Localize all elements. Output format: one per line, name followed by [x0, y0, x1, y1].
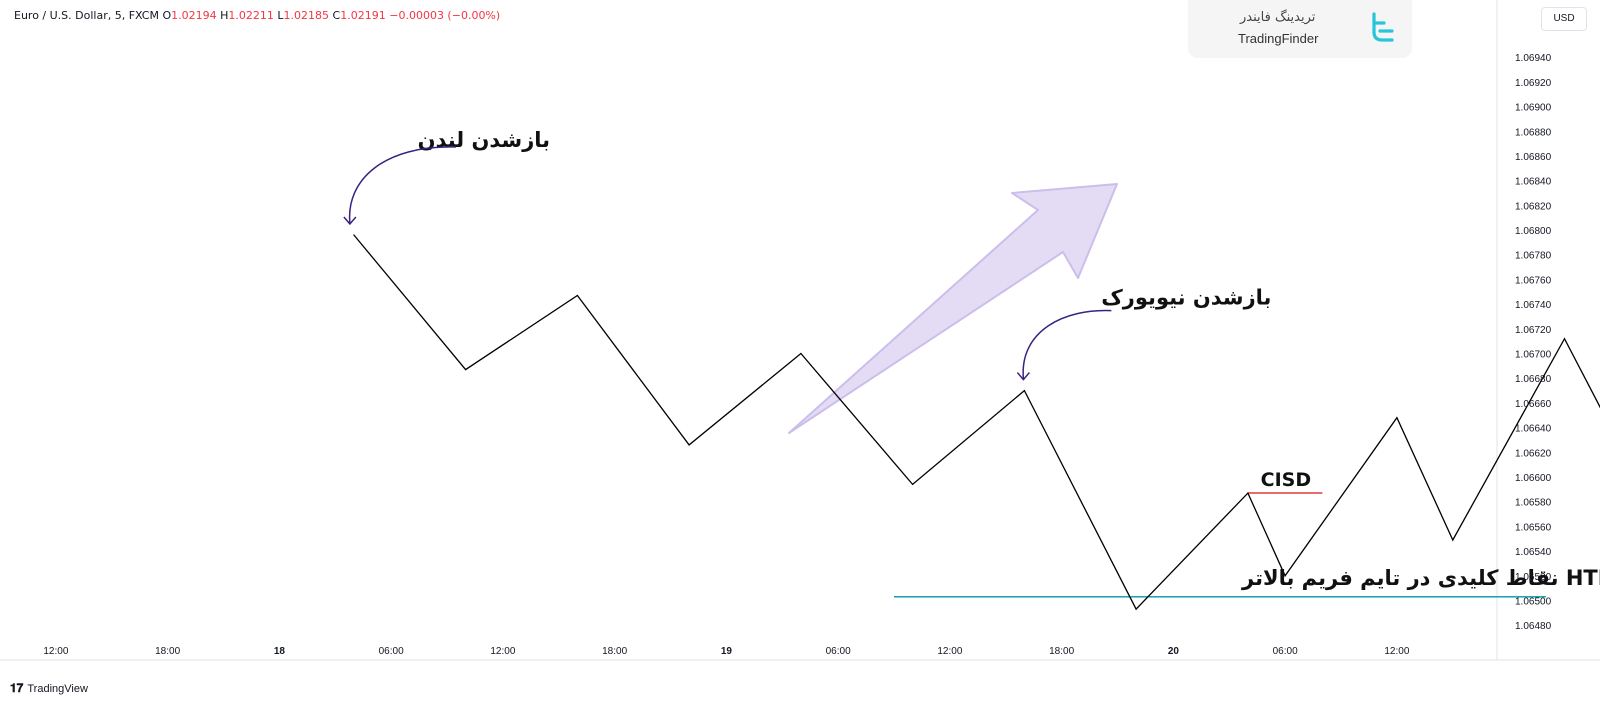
price-tick-label: 1.06740 — [1515, 300, 1552, 311]
newyork-curve-arrow-icon — [1022, 309, 1112, 379]
price-tick-label: 1.06640 — [1515, 424, 1552, 435]
price-swing-point — [1396, 417, 1398, 419]
bullish-arrow-icon — [788, 183, 1118, 434]
price-tick-label: 1.06540 — [1515, 547, 1552, 558]
close-label: C — [332, 9, 341, 22]
time-axis[interactable]: 12:00 18:00 18 06:00 12:00 18:00 19 06:00 12:00 1… — [43, 646, 1409, 657]
price-tick-label: 1.06880 — [1515, 127, 1552, 138]
tradingfinder-mark-icon — [1372, 12, 1394, 42]
price-tick-label: 1.06620 — [1515, 448, 1552, 459]
change-value: −0.00003 (−0.00%) — [389, 9, 501, 22]
tradingview-logo-icon: 𝟏𝟕 — [10, 681, 24, 695]
logo-text-fa: تریدینگ فایندر — [1240, 10, 1316, 25]
symbol-name: Euro / U.S. Dollar, 5, FXCM — [14, 9, 159, 22]
time-tick-label: 06:00 — [826, 646, 851, 657]
price-tick-label: 1.06820 — [1515, 201, 1552, 212]
price-tick-label: 1.06600 — [1515, 473, 1552, 484]
tradingview-brand[interactable]: 𝟏𝟕 TradingView — [10, 681, 88, 696]
htf-key-levels-label: HTF نقاط کلیدی در تایم فریم بالاتر — [1241, 566, 1600, 590]
low-value: 1.02185 — [283, 9, 330, 22]
price-tick-label: 1.06480 — [1515, 621, 1552, 632]
price-tick-label: 1.06680 — [1515, 374, 1552, 385]
price-tick-label: 1.06580 — [1515, 498, 1552, 509]
price-tick-label: 1.06780 — [1515, 251, 1552, 262]
price-tick-label: 1.06520 — [1515, 572, 1552, 583]
time-tick-label: 19 — [721, 646, 733, 657]
price-tick-label: 1.06920 — [1515, 78, 1552, 89]
time-tick-label: 06:00 — [379, 646, 404, 657]
time-tick-label: 12:00 — [490, 646, 515, 657]
price-tick-label: 1.06800 — [1515, 226, 1552, 237]
price-swing-point — [353, 234, 355, 236]
time-tick-label: 20 — [1168, 646, 1180, 657]
time-tick-label: 18 — [274, 646, 286, 657]
price-tick-label: 1.06940 — [1515, 53, 1552, 64]
time-tick-label: 12:00 — [43, 646, 68, 657]
time-tick-label: 06:00 — [1273, 646, 1298, 657]
london-arrowhead-icon — [343, 216, 357, 226]
price-tick-label: 1.06860 — [1515, 152, 1552, 163]
price-swing-point — [576, 294, 579, 297]
high-label: H — [220, 9, 229, 22]
price-swing-point — [1452, 539, 1454, 541]
price-swing-point — [688, 444, 690, 446]
time-tick-label: 12:00 — [1384, 646, 1409, 657]
symbol-header: Euro / U.S. Dollar, 5, FXCM O1.02194 H1.… — [14, 9, 500, 22]
price-tick-label: 1.06840 — [1515, 177, 1552, 188]
price-tick-label: 1.06760 — [1515, 275, 1552, 286]
time-tick-label: 18:00 — [1049, 646, 1074, 657]
london-open-label: بازشدن لندن — [418, 128, 550, 152]
price-swing-point — [1284, 575, 1286, 577]
cisd-label: CISD — [1261, 469, 1311, 491]
price-swing-point — [465, 369, 467, 371]
price-swing-point — [1135, 608, 1137, 610]
logo-text-en: TradingFinder — [1238, 31, 1319, 46]
price-tick-label: 1.06500 — [1515, 596, 1552, 607]
price-line-series[interactable] — [353, 196, 1600, 611]
price-swing-point — [800, 352, 802, 355]
london-curve-arrow-icon — [348, 146, 456, 224]
price-swing-point — [1563, 338, 1566, 340]
open-label: O — [162, 9, 172, 22]
open-value: 1.02194 — [171, 9, 217, 22]
newyork-open-label: بازشدن نیویورک — [1101, 286, 1271, 310]
close-value: 1.02191 — [340, 9, 386, 22]
price-tick-label: 1.06660 — [1515, 399, 1552, 410]
time-tick-label: 12:00 — [937, 646, 962, 657]
price-tick-label: 1.06560 — [1515, 522, 1552, 533]
newyork-arrowhead-icon — [1016, 372, 1030, 381]
price-swing-point — [912, 483, 914, 485]
price-tick-label: 1.06720 — [1515, 325, 1552, 336]
tradingview-brand-text: TradingView — [27, 682, 88, 695]
low-label: L — [277, 9, 284, 22]
price-tick-label: 1.06900 — [1515, 103, 1552, 114]
chart-decorations — [0, 0, 1600, 661]
tradingfinder-logo: تریدینگ فایندر TradingFinder — [1188, 0, 1412, 58]
high-value: 1.02211 — [228, 9, 274, 22]
price-swing-point — [1247, 492, 1249, 494]
currency-button[interactable]: USD — [1541, 7, 1587, 31]
price-tick-label: 1.06700 — [1515, 350, 1552, 361]
plot-area: بازشدن لندن بازشدن نیویورک CISD HTF نقاط کل… — [343, 128, 1600, 611]
price-swing-point — [1023, 390, 1025, 392]
time-tick-label: 18:00 — [155, 646, 180, 657]
price-axis[interactable]: 1.06940 1.06920 1.06900 1.06880 1.06860 1.068… — [1515, 53, 1552, 632]
time-tick-label: 18:00 — [602, 646, 627, 657]
